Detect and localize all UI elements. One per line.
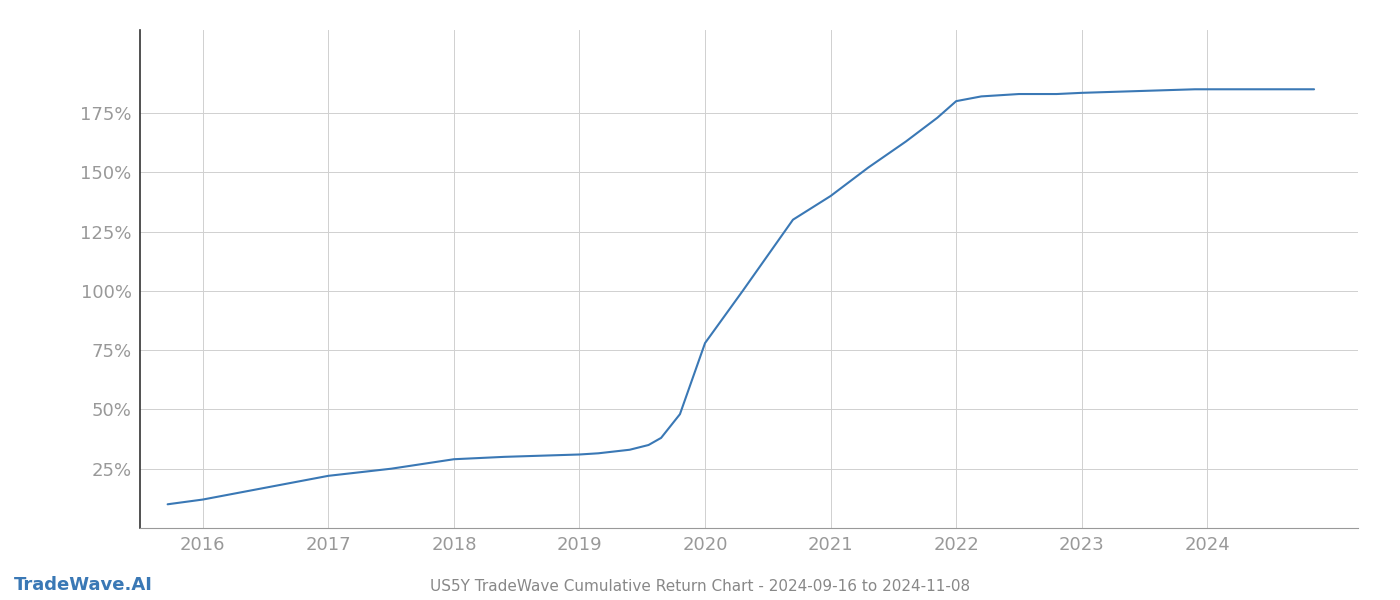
Text: TradeWave.AI: TradeWave.AI xyxy=(14,576,153,594)
Text: US5Y TradeWave Cumulative Return Chart - 2024-09-16 to 2024-11-08: US5Y TradeWave Cumulative Return Chart -… xyxy=(430,579,970,594)
